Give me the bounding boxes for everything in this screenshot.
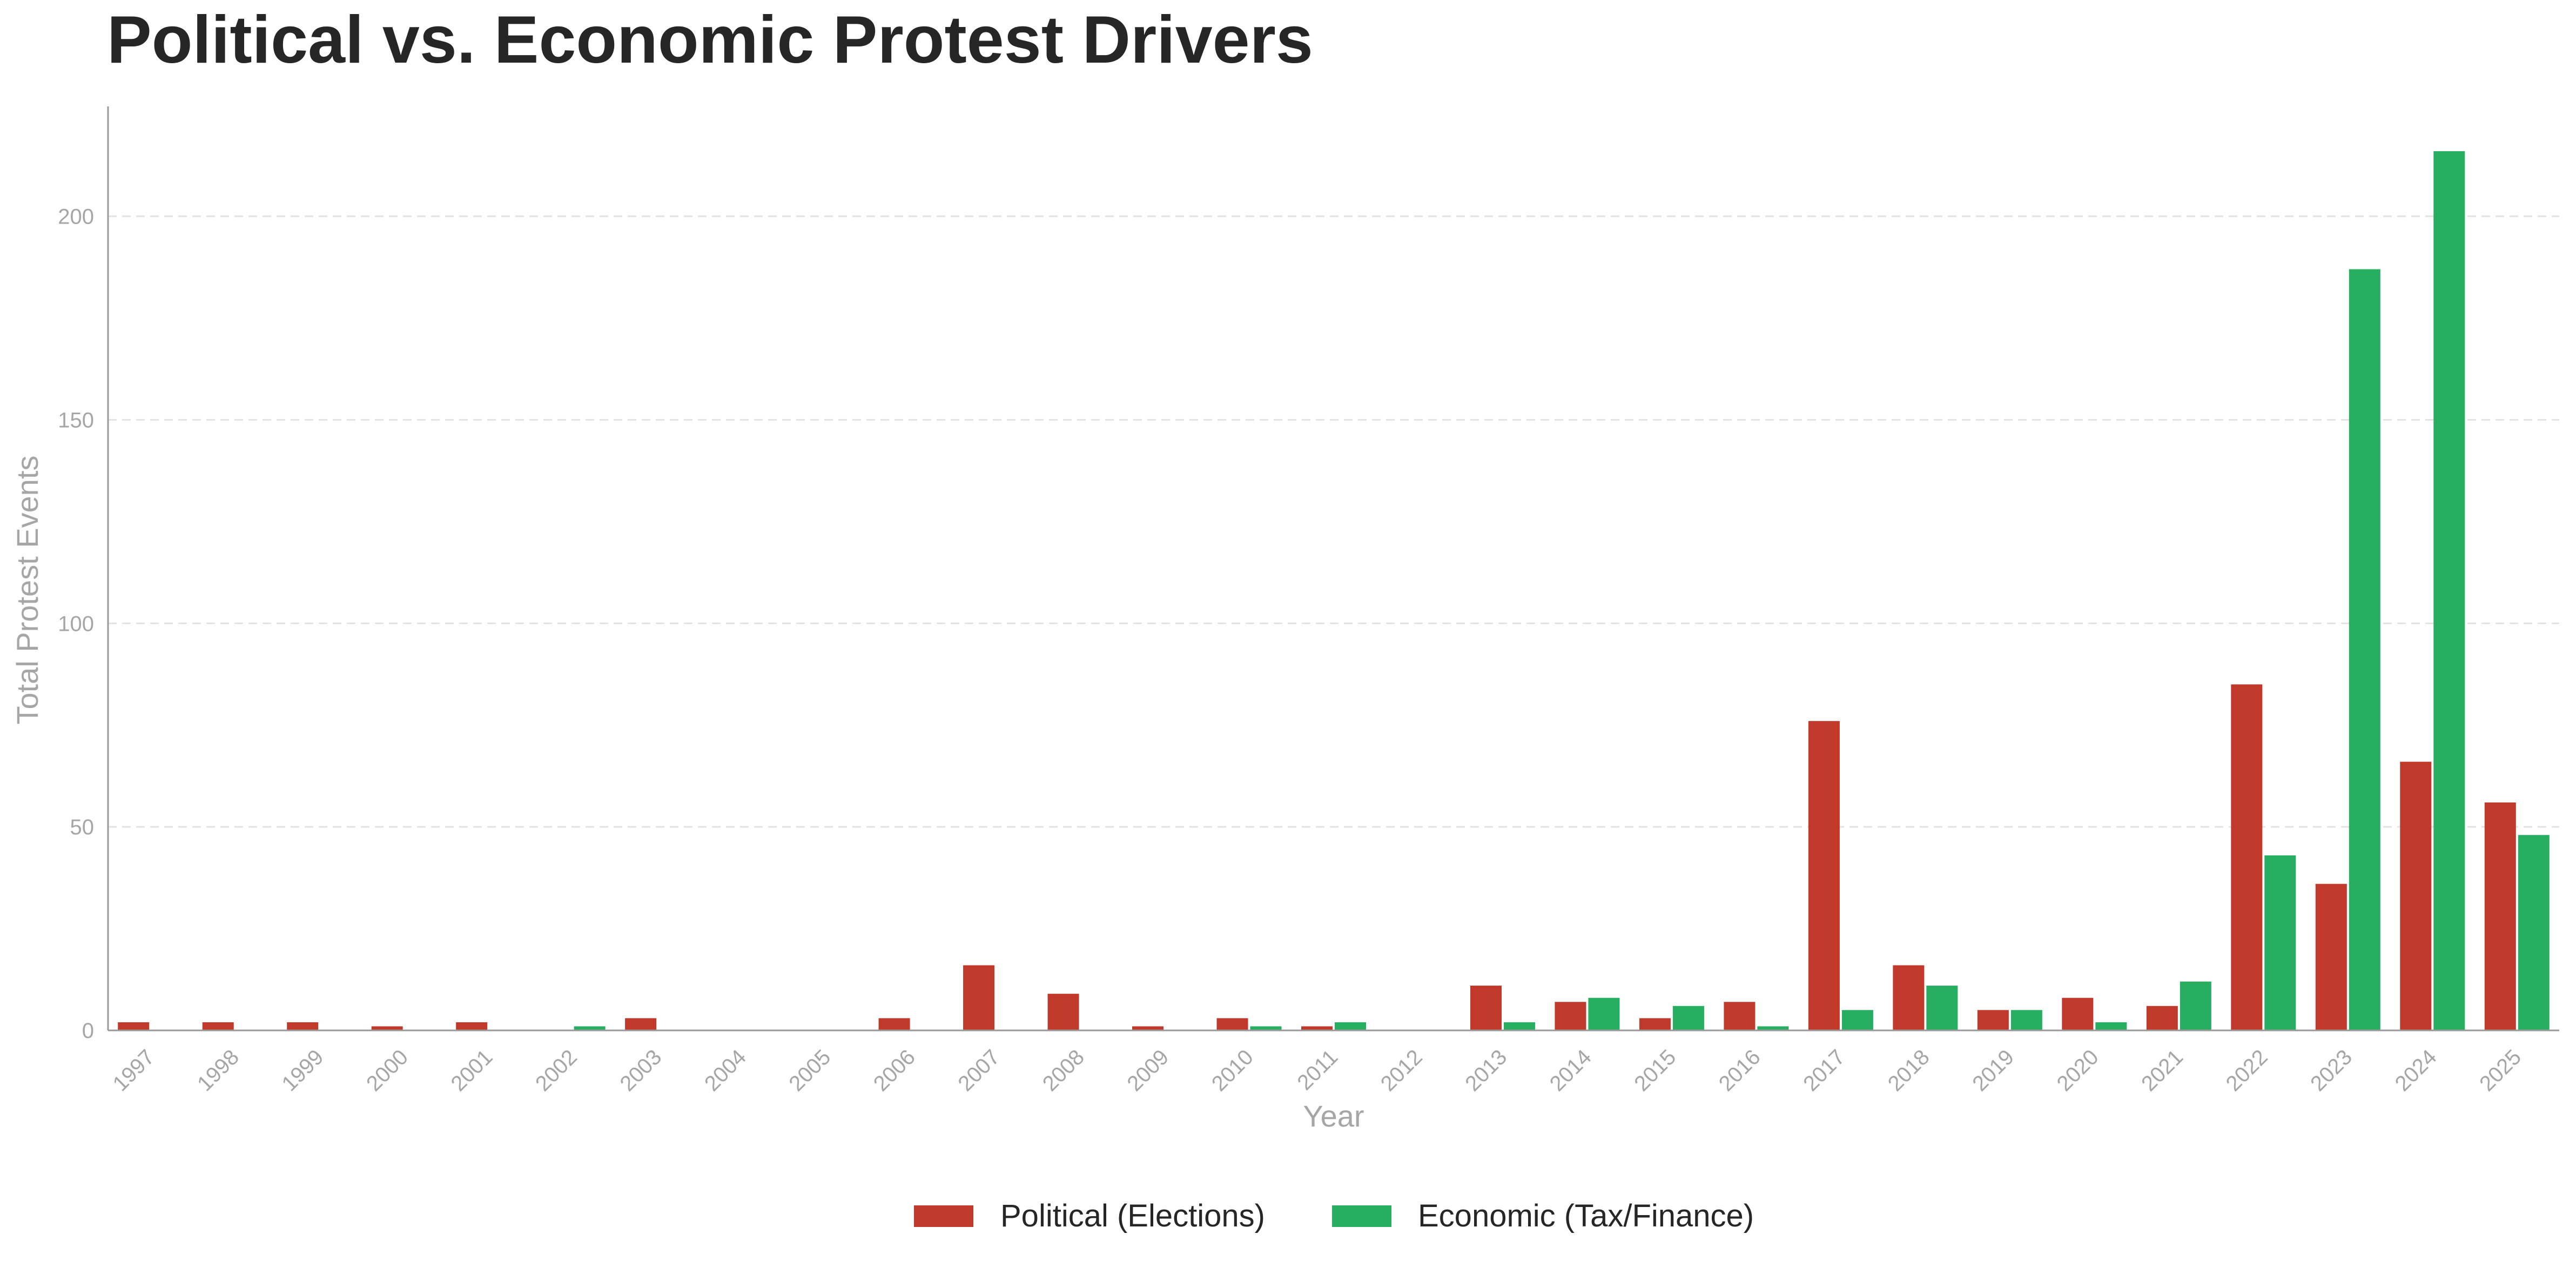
bar bbox=[2010, 1010, 2042, 1030]
bar bbox=[1132, 1026, 1164, 1030]
x-tick-label: 2002 bbox=[531, 1045, 582, 1096]
bar bbox=[2095, 1022, 2127, 1030]
bar bbox=[1757, 1026, 1789, 1030]
gridlines bbox=[108, 215, 2559, 828]
y-tick-label: 0 bbox=[82, 1019, 94, 1043]
bar bbox=[371, 1026, 403, 1030]
x-tick-label: 2023 bbox=[2306, 1045, 2357, 1096]
legend-label: Economic (Tax/Finance) bbox=[1418, 1198, 1754, 1233]
bar bbox=[2315, 884, 2347, 1030]
x-tick-label: 2015 bbox=[1630, 1045, 1680, 1096]
y-axis-label: Total Protest Events bbox=[10, 455, 44, 724]
y-tick-label: 150 bbox=[58, 408, 94, 432]
bar bbox=[1301, 1026, 1333, 1030]
x-tick-label: 2001 bbox=[447, 1045, 497, 1096]
x-tick-label: 2007 bbox=[953, 1045, 1004, 1096]
x-tick-label: 2013 bbox=[1461, 1045, 1511, 1096]
x-tick-label: 1999 bbox=[278, 1045, 328, 1096]
bar bbox=[878, 1018, 910, 1030]
y-tick-labels: 0 50 100 150 200 bbox=[58, 205, 94, 1043]
bar bbox=[2433, 151, 2465, 1031]
bar bbox=[1216, 1018, 1248, 1030]
x-tick-label: 2004 bbox=[700, 1045, 751, 1096]
axes bbox=[107, 106, 2559, 1031]
bar bbox=[118, 1022, 150, 1030]
x-tick-label: 2003 bbox=[615, 1045, 666, 1096]
x-tick-label: 2016 bbox=[1714, 1045, 1765, 1096]
x-tick-label: 2025 bbox=[2475, 1045, 2526, 1096]
bar bbox=[1250, 1026, 1282, 1030]
bar bbox=[287, 1022, 319, 1030]
x-tick-label: 2014 bbox=[1545, 1045, 1596, 1096]
y-tick-label: 100 bbox=[58, 612, 94, 636]
x-tick-label: 2000 bbox=[362, 1045, 413, 1096]
y-tick-label: 50 bbox=[70, 815, 95, 839]
x-tick-labels: 1997 1998 1999 2000 2001 2002 2003 2004 2005 2006… bbox=[109, 1045, 2526, 1096]
bar bbox=[456, 1022, 488, 1030]
bar bbox=[625, 1018, 657, 1030]
bars bbox=[118, 151, 2550, 1031]
bar bbox=[1588, 997, 1620, 1030]
x-tick-label: 2022 bbox=[2222, 1045, 2272, 1096]
legend-swatch bbox=[1332, 1205, 1391, 1227]
x-tick-label: 2021 bbox=[2137, 1045, 2188, 1096]
y-tick-label: 200 bbox=[58, 205, 94, 229]
bar bbox=[2062, 997, 2094, 1030]
x-tick-label: 1997 bbox=[109, 1045, 159, 1096]
x-tick-label: 2018 bbox=[1884, 1045, 1934, 1096]
x-tick-label: 1998 bbox=[193, 1045, 244, 1096]
chart-title: Political vs. Economic Protest Drivers bbox=[107, 3, 1313, 77]
x-tick-label: 2020 bbox=[2053, 1045, 2103, 1096]
bar bbox=[1841, 1010, 1873, 1030]
bar bbox=[1555, 1002, 1586, 1030]
bar bbox=[1893, 965, 1925, 1030]
legend: Political (Elections) Economic (Tax/Finan… bbox=[914, 1198, 1754, 1233]
x-tick-label: 2008 bbox=[1038, 1045, 1089, 1096]
bar bbox=[1977, 1010, 2009, 1030]
bar bbox=[1639, 1018, 1671, 1030]
x-tick-label: 2017 bbox=[1799, 1045, 1849, 1096]
bar bbox=[2231, 684, 2263, 1030]
bar bbox=[1672, 1006, 1704, 1030]
bar bbox=[2264, 855, 2296, 1030]
bar bbox=[963, 965, 995, 1030]
bar bbox=[202, 1022, 234, 1030]
x-tick-label: 2005 bbox=[784, 1045, 835, 1096]
bar bbox=[1503, 1022, 1535, 1030]
bar bbox=[1724, 1002, 1756, 1030]
x-tick-label: 2012 bbox=[1376, 1045, 1427, 1096]
x-axis-label: Year bbox=[1303, 1099, 1364, 1133]
bar bbox=[574, 1026, 606, 1030]
bar bbox=[1926, 986, 1958, 1030]
x-tick-label: 2011 bbox=[1293, 1045, 1342, 1095]
bar bbox=[2180, 981, 2211, 1030]
x-tick-label: 2010 bbox=[1207, 1045, 1258, 1096]
bar bbox=[1470, 986, 1502, 1030]
bar bbox=[2484, 802, 2516, 1030]
bar bbox=[2349, 269, 2380, 1030]
bar bbox=[1808, 721, 1840, 1030]
legend-label: Political (Elections) bbox=[1000, 1198, 1265, 1233]
bar bbox=[1335, 1022, 1366, 1030]
bar bbox=[2400, 761, 2432, 1030]
bar bbox=[2146, 1006, 2178, 1030]
bar bbox=[2518, 835, 2550, 1030]
bar bbox=[1047, 994, 1079, 1030]
x-tick-label: 2006 bbox=[869, 1045, 920, 1096]
x-tick-label: 2024 bbox=[2391, 1045, 2442, 1096]
legend-swatch bbox=[914, 1205, 973, 1227]
x-tick-label: 2009 bbox=[1122, 1045, 1173, 1096]
x-tick-label: 2019 bbox=[1968, 1045, 2019, 1096]
